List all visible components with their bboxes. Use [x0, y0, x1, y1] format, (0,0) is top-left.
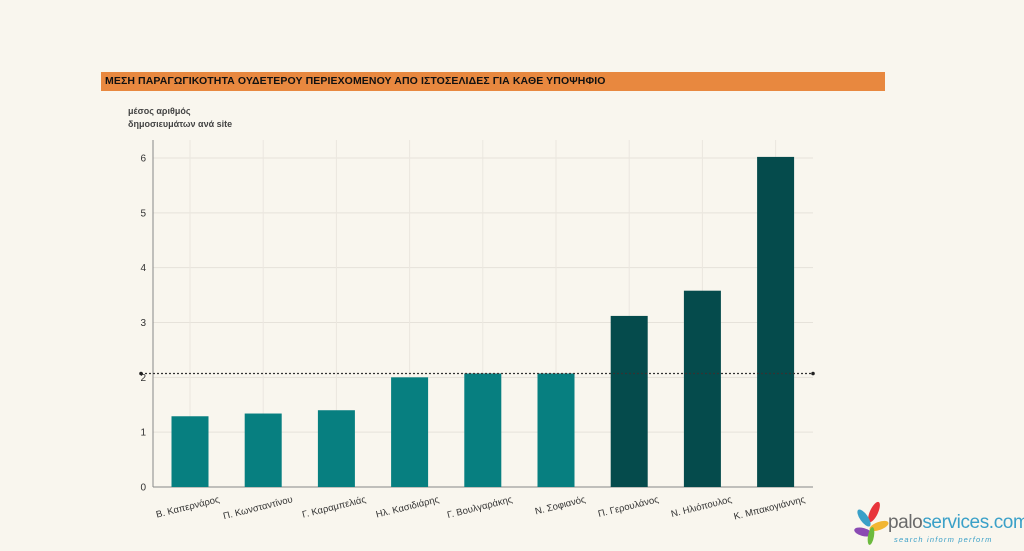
category-label: Κ. Μπακογιάννης [733, 494, 807, 522]
y-tick-label: 1 [140, 428, 146, 439]
bar-6 [537, 373, 575, 487]
category-label: Β. Καπερνάρος [155, 494, 221, 521]
y-tick-label: 2 [140, 373, 146, 384]
bar-3 [317, 410, 355, 487]
y-tick-label: 3 [140, 318, 146, 329]
category-label: Ηλ. Κασιδιάρης [375, 494, 441, 520]
logo-wordmark: paloservices.com [888, 512, 1024, 533]
y-tick-label: 5 [140, 208, 146, 219]
bar-8 [683, 290, 721, 487]
reference-line-start-marker [139, 371, 143, 376]
y-axis-label-line-1: μέσος αριθμός [128, 106, 191, 116]
category-label: Ν. Ηλιόπουλος [670, 494, 734, 520]
y-axis-label: μέσος αριθμός δημοσιευμάτων ανά site [128, 105, 232, 131]
y-tick-label: 4 [140, 263, 146, 274]
chart-title: ΜΕΣΗ ΠΑΡΑΓΩΓΙΚΟΤΗΤΑ ΟΥΔΕΤΕΡΟΥ ΠΕΡΙΕΧΟΜΕΝ… [105, 75, 606, 87]
reference-line-end-marker [811, 371, 815, 376]
bar-1 [171, 416, 209, 487]
category-label: Ν. Σοφιανός [534, 494, 587, 517]
paloservices-logo: paloservices.com search inform perform [850, 498, 1024, 548]
y-tick-label: 6 [140, 154, 146, 165]
bar-9 [757, 156, 795, 488]
category-label: Γ. Καραμπελιάς [301, 494, 367, 521]
chart-title-bar: ΜΕΣΗ ΠΑΡΑΓΩΓΙΚΟΤΗΤΑ ΟΥΔΕΤΕΡΟΥ ΠΕΡΙΕΧΟΜΕΝ… [101, 72, 885, 91]
bar-7 [610, 315, 648, 487]
y-axis-label-line-2: δημοσιευμάτων ανά site [128, 119, 233, 129]
leaf-logo-icon [854, 501, 889, 545]
bar-4 [391, 377, 429, 487]
category-label: Π. Κωνσταντίνου [222, 494, 294, 522]
bar-5 [464, 373, 502, 487]
logo-tagline: search inform perform [894, 535, 993, 544]
bar-2 [244, 413, 282, 487]
y-tick-label: 0 [140, 483, 146, 494]
category-label: Π. Γερουλάνος [597, 494, 660, 520]
category-label: Γ. Βουλγαράκης [446, 494, 514, 521]
